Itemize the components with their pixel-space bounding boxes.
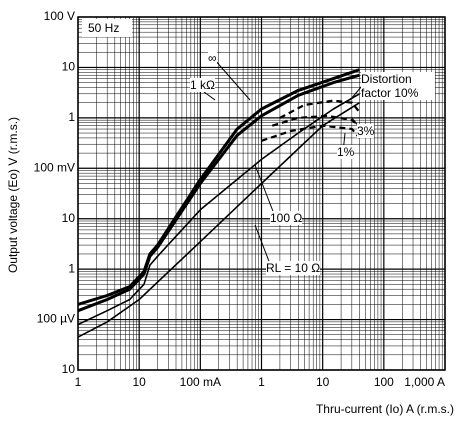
leader-line (213, 58, 251, 101)
minor-grid (77, 16, 446, 371)
y-axis-label: Output voltage (Eo) V (r.m.s.) (6, 117, 20, 273)
leader-line (254, 164, 277, 220)
y-tick-label: 100 V (44, 9, 75, 23)
series-label: 1% (337, 145, 355, 159)
y-tick-label: 10 (62, 60, 76, 74)
series-label: 3% (357, 124, 375, 138)
series-line (271, 114, 361, 127)
series-line (77, 93, 360, 326)
series-label: 100 Ω (270, 211, 303, 225)
series-label: ∞ (208, 51, 217, 65)
y-tick-label: 1 (68, 110, 75, 124)
annotation: 50 Hz (88, 21, 119, 35)
series-line (77, 73, 360, 313)
x-tick-label: 100 (374, 375, 394, 389)
x-tick-label: 1 (258, 375, 265, 389)
y-tick-label: 10 (62, 362, 76, 376)
series-line (77, 68, 360, 306)
series-label: Distortion factor 10% (361, 72, 435, 100)
annotation-box (82, 19, 132, 37)
x-tick-label: 10 (316, 375, 330, 389)
y-tick-label: 100 mV (34, 160, 75, 174)
series-label: 1 kΩ (190, 78, 215, 92)
x-tick-label: 1,000 A (404, 375, 445, 389)
series-label: RL = 10 Ω (266, 261, 321, 275)
y-tick-label: 10 (62, 211, 76, 225)
series-line (261, 124, 361, 142)
x-tick-label: 10 (132, 375, 146, 389)
y-tick-label: 100 µV (37, 312, 75, 326)
x-tick-label: 100 mA (180, 375, 221, 389)
x-tick-label: 1 (75, 375, 82, 389)
y-tick-label: 1 (68, 261, 75, 275)
x-axis-label: Thru-current (Io) A (r.m.s.) (316, 402, 454, 416)
